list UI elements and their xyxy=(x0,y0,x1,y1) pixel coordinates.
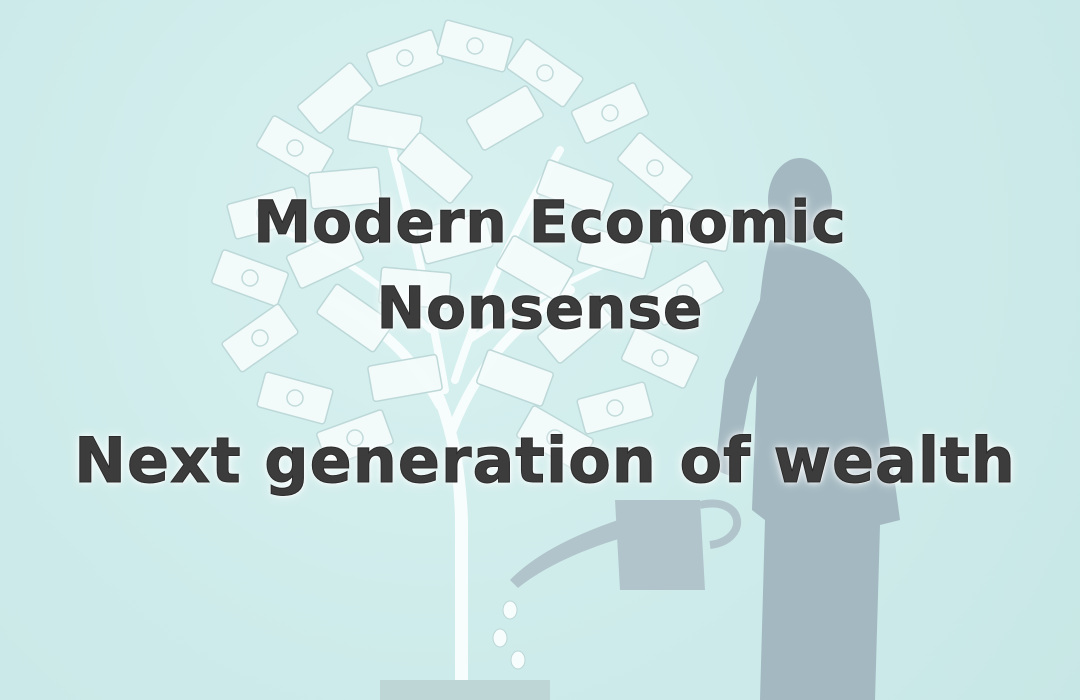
money-tree-icon xyxy=(211,19,733,700)
businessman-icon xyxy=(715,158,900,700)
pot xyxy=(380,680,550,700)
watering-can-icon xyxy=(510,499,741,590)
coin-icon xyxy=(492,600,526,670)
